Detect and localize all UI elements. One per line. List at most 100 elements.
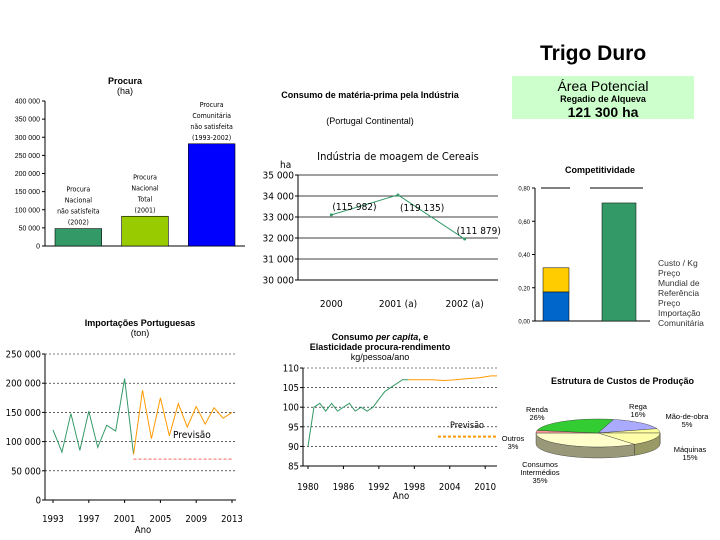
estrutura-title: Estrutura de Custos de Produção — [550, 376, 695, 386]
slice-label: Mão-de-obra — [666, 412, 710, 421]
slice-label: Rega — [629, 402, 648, 411]
x-tick-label: 2001 (a) — [379, 299, 417, 310]
bar-label: Nacional — [131, 184, 158, 192]
x-tick-label: 2004 — [439, 482, 461, 493]
y-tick-label: 200 000 — [15, 171, 40, 178]
x-tick-label: 1998 — [403, 482, 425, 493]
x-tick-label: 2002 (a) — [446, 299, 484, 310]
y-tick-label: 300 000 — [15, 135, 40, 142]
y-tick-label: 32 000 — [263, 234, 295, 245]
y-tick-label: 100 000 — [6, 437, 41, 448]
data-label: (111 879) — [457, 226, 501, 237]
y-axis-label: ha — [280, 160, 291, 171]
y-tick-label: 85 — [288, 462, 299, 473]
y-tick-label: 150 000 — [6, 408, 41, 419]
slice-pct: 35% — [532, 476, 547, 485]
legend-label: Comunitária — [658, 318, 704, 328]
y-tick-label: 34 000 — [263, 192, 295, 203]
bar-label: Procura — [200, 101, 224, 109]
y-tick-label: 33 000 — [263, 213, 295, 224]
data-label: (115 982) — [332, 202, 376, 213]
importacoes-title: Importações Portuguesas — [84, 318, 196, 328]
y-tick-label: 30 000 — [263, 276, 295, 287]
y-tick-label: 50 000 — [19, 225, 41, 232]
consumo-mp-chart: Indústria de moagem de Cereais ha 30 000 31… — [263, 150, 501, 310]
data-point — [396, 193, 400, 197]
bar — [54, 228, 102, 247]
y-tick-label: 0 — [36, 244, 40, 251]
x-tick-label: 2005 — [150, 514, 172, 525]
bar-label: Comunitária — [192, 112, 231, 120]
y-tick-label: 35 000 — [263, 171, 295, 182]
bar — [121, 215, 169, 247]
y-tick-label: 200 000 — [6, 379, 41, 390]
bar-label: Procura — [66, 186, 90, 194]
x-tick-label: 2010 — [474, 482, 496, 493]
legend-label: Custo / Kg — [658, 258, 698, 268]
data-point — [463, 237, 467, 241]
bar-label: (2001) — [135, 206, 156, 214]
bar — [188, 143, 236, 247]
consumo-pc-title: Consumo per capita, e — [331, 332, 429, 342]
consumo-mp-title: Consumo de matéria-prima pela Indústria — [281, 90, 459, 100]
x-tick-label: 1997 — [78, 514, 100, 525]
slice-pct: 15% — [682, 453, 697, 462]
slice-label: Renda — [526, 405, 549, 414]
area-value: 121 300 ha — [567, 104, 639, 120]
y-tick-label: 100 000 — [15, 207, 40, 214]
pie-slice — [597, 432, 661, 445]
slice-label: Consumos — [522, 460, 558, 469]
bar-label: Total — [137, 195, 153, 203]
y-tick-label: 100 — [283, 403, 299, 414]
bar-label: não satisfeita — [57, 208, 100, 216]
y-tick-label: 350 000 — [15, 117, 40, 124]
consumo-pc-title2: Elasticidade procura-rendimento — [309, 342, 451, 352]
annotation: Previsão — [173, 430, 211, 441]
x-tick-label: 1986 — [333, 482, 355, 493]
bar-label: Procura — [133, 173, 157, 181]
consumo-mp-subtitle: (Portugal Continental) — [326, 116, 414, 126]
procura-chart: 0 50 000 100 000 150 000 200 000 250 000 300 0… — [15, 99, 245, 251]
x-tick-label: 1992 — [368, 482, 390, 493]
bar-label: (2002) — [68, 219, 89, 227]
slice-label: Máquinas — [674, 445, 707, 454]
y-tick-label: 95 — [288, 422, 299, 433]
series-line — [52, 378, 135, 455]
competitividade-title: Competitividade — [564, 165, 635, 175]
bar-label: não satisfeita — [190, 123, 233, 131]
legend-label: Preço — [658, 298, 680, 308]
consumo-pc-chart: 85 90 95 100 105 110 1980 1986 1992 1998 2004 2010 A… — [283, 364, 497, 502]
legend-label: Referência — [658, 288, 699, 298]
area-sub: Regadio de Alqueva — [560, 94, 646, 104]
y-tick-label: 0,60 — [518, 220, 530, 226]
pie-slice — [535, 432, 635, 448]
data-point — [329, 213, 333, 217]
legend-label: Importação — [658, 308, 701, 318]
x-tick-label: 2013 — [221, 514, 243, 525]
chart-subtitle: Indústria de moagem de Cereais — [317, 150, 479, 163]
legend-label: Mundial de — [658, 278, 700, 288]
page-title: Trigo Duro — [540, 42, 647, 65]
series-line — [408, 375, 497, 382]
bar-label: Nacional — [65, 197, 92, 205]
bar-label: (1993-2002) — [192, 134, 231, 142]
x-axis-label: Ano — [135, 525, 152, 536]
series-line — [133, 390, 233, 455]
y-tick-label: 50 000 — [11, 466, 41, 477]
area-label: Área Potencial — [557, 78, 649, 94]
x-axis-label: Ano — [393, 491, 410, 502]
x-tick-label: 2009 — [185, 514, 207, 525]
annotation: Previsão — [450, 421, 484, 431]
data-label: (119 135) — [400, 203, 444, 214]
y-tick-label: 90 — [288, 442, 299, 453]
bar — [601, 202, 637, 322]
stack-segment — [542, 267, 570, 293]
slice-pct: 5% — [682, 420, 693, 429]
slice-label: Outros — [502, 434, 525, 443]
stack-segment — [542, 291, 570, 322]
slice-pct: 26% — [529, 413, 544, 422]
y-tick-label: 105 — [283, 383, 299, 394]
